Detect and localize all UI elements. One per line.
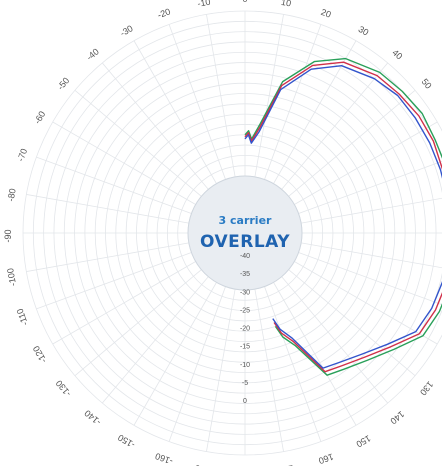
grid-spoke: [301, 197, 442, 224]
angular-tick-label: 50: [420, 77, 434, 91]
radial-tick-label: -40: [240, 253, 250, 260]
angular-tick-label: -10: [197, 0, 212, 9]
angular-tick-label: -70: [15, 147, 29, 163]
angular-tick-label: -160: [154, 451, 174, 466]
angular-tick-label: 30: [357, 24, 371, 38]
grid-spoke: [301, 242, 442, 269]
radial-tick-label: -5: [242, 380, 248, 387]
grid-spoke: [298, 160, 442, 214]
grid-spoke: [288, 269, 416, 377]
grid-spoke: [52, 121, 196, 205]
angular-tick-label: -100: [5, 267, 18, 286]
grid-spoke: [101, 276, 209, 404]
grid-spoke: [281, 62, 389, 190]
angular-tick-label: -40: [84, 46, 100, 62]
angular-tick-label: 20: [320, 7, 333, 20]
grid-spoke: [36, 156, 192, 214]
angular-tick-label: 130: [418, 379, 435, 397]
angular-tick-label: -120: [31, 344, 49, 365]
angular-tick-label: -110: [15, 307, 30, 327]
radial-tick-label: -30: [240, 289, 250, 296]
angular-tick-label: -170: [194, 463, 213, 466]
angular-tick-label: -80: [6, 188, 18, 203]
grid-spoke: [288, 89, 416, 197]
grid-spoke: [52, 261, 196, 345]
center-hub: [187, 175, 303, 291]
grid-spoke: [133, 40, 217, 184]
series-line-1: [244, 57, 442, 376]
grid-spoke: [26, 242, 189, 272]
angular-tick-label: -60: [32, 109, 47, 125]
series-line-2: [244, 61, 442, 373]
radial-tick-label: -10: [240, 362, 250, 369]
angular-tick-label: -30: [118, 23, 134, 38]
grid-spoke: [74, 269, 202, 377]
grid-spoke: [101, 62, 209, 190]
radial-tick-labels: -40 -35 -30 -25 -20 -15 -10 -5 0: [240, 253, 250, 405]
grid-spoke: [273, 40, 357, 184]
grid-spoke: [264, 286, 322, 442]
angular-tick-label: 0: [242, 0, 247, 4]
grid-spoke: [74, 89, 202, 197]
grid-spoke: [168, 24, 226, 180]
radial-tick-label: -35: [240, 271, 250, 278]
grid-spoke: [294, 121, 438, 205]
grid-spoke: [281, 276, 389, 404]
angular-tick-label: -20: [156, 6, 172, 20]
angular-tick-label: 140: [388, 409, 406, 426]
chart-title: 3 carrier: [219, 214, 273, 227]
angular-tick-label: 170: [278, 463, 295, 466]
grid-spoke: [254, 289, 284, 452]
angular-tick-label: -130: [54, 378, 73, 398]
grid-spoke: [26, 194, 189, 224]
radial-tick-label: -15: [240, 344, 250, 351]
series-layer: [244, 57, 442, 376]
angular-tick-label: -140: [83, 408, 103, 427]
angular-tick-label: -90: [3, 229, 13, 242]
angular-tick-label: -150: [116, 432, 137, 450]
angular-tick-label: 10: [280, 0, 292, 8]
grid-spoke: [254, 14, 284, 177]
grid-spoke: [264, 24, 322, 180]
angular-tick-label: -50: [55, 75, 71, 91]
radial-tick-label: -20: [240, 326, 250, 333]
angular-tick-label: 160: [317, 451, 335, 466]
grid-spoke: [36, 252, 192, 310]
grid-spoke: [133, 282, 217, 426]
grid-spoke: [294, 261, 438, 345]
grid-spoke: [298, 252, 442, 306]
chart-subtitle: OVERLAY: [200, 232, 290, 252]
grid-spoke: [206, 14, 236, 177]
angular-tick-label: 150: [354, 433, 372, 449]
grid-spoke: [168, 286, 226, 442]
angular-tick-label: 40: [390, 47, 404, 61]
grid-spoke: [273, 282, 357, 426]
radial-tick-label: -25: [240, 307, 250, 314]
series-line-3: [244, 65, 442, 369]
polar-grid: [22, 10, 442, 456]
radial-tick-label: 0: [243, 398, 247, 405]
grid-spoke: [206, 289, 236, 452]
